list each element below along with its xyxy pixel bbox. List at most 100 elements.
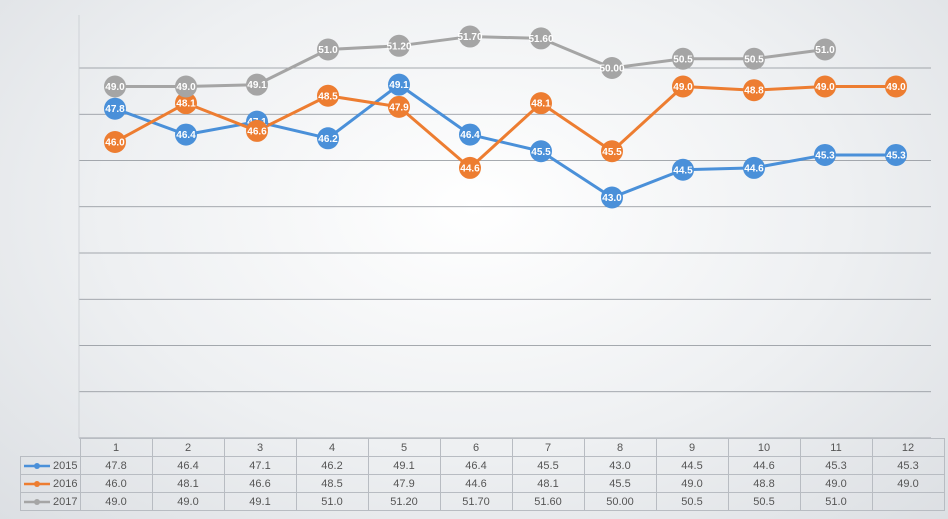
table-cell: 50.5 [655, 492, 729, 511]
data-label: 48.5 [318, 91, 338, 102]
data-label: 49.0 [886, 82, 906, 93]
table-cell: 49.0 [79, 492, 153, 511]
data-point [601, 140, 623, 163]
table-cell: 44.6 [727, 456, 801, 475]
data-point [814, 143, 836, 166]
data-label: 46.6 [247, 126, 267, 137]
data-label: 45.5 [602, 147, 622, 158]
data-label: 49.1 [247, 80, 267, 91]
x-tick-label: 1 [79, 438, 153, 457]
data-point [175, 75, 197, 98]
table-cell: 48.8 [727, 474, 801, 493]
table-cell: 48.5 [295, 474, 369, 493]
x-tick-label: 12 [871, 438, 945, 457]
table-row: 2017 49.0 49.0 49.1 51.0 51.20 51.70 51.60 50.00… [20, 492, 945, 511]
data-label: 46.2 [318, 134, 338, 145]
data-point [388, 73, 410, 96]
x-tick-label: 6 [439, 438, 513, 457]
table-cell: 47.8 [79, 456, 153, 475]
data-point [814, 38, 836, 61]
legend-label: 2015 [53, 459, 78, 472]
data-label: 47.8 [105, 104, 125, 115]
legend-key-marker [34, 480, 40, 487]
data-point [104, 75, 126, 98]
x-tick-label: 11 [799, 438, 873, 457]
data-label: 48.1 [531, 99, 551, 110]
table-cell: 46.4 [439, 456, 513, 475]
data-point [459, 123, 481, 146]
data-point [530, 92, 552, 115]
data-label: 44.6 [744, 163, 764, 174]
series-points-2016: 46.0 48.1 46.6 48.5 47.9 44.6 48.1 45.5 49.0 48.8… [104, 75, 907, 179]
series-points-2017: 49.0 49.0 49.1 51.0 51.20 51.70 51.60 50.00 50.5… [104, 25, 836, 98]
data-label: 51.60 [528, 34, 553, 45]
data-label: 48.8 [744, 86, 764, 97]
data-point [104, 97, 126, 120]
table-cell: 46.0 [79, 474, 153, 493]
data-point [885, 75, 907, 98]
data-label: 44.6 [460, 163, 480, 174]
data-point [246, 73, 268, 96]
data-point [317, 127, 339, 150]
table-cell: 45.3 [871, 456, 945, 475]
data-label: 46.4 [460, 130, 480, 141]
legend-key-marker [34, 462, 40, 469]
table-cell: 45.5 [511, 456, 585, 475]
data-point [672, 158, 694, 181]
table-cell: 48.1 [511, 474, 585, 493]
data-point [601, 186, 623, 209]
data-point [388, 95, 410, 118]
data-label: 46.4 [176, 130, 196, 141]
legend-key-icon [24, 462, 50, 469]
data-point [885, 143, 907, 166]
gridlines [78, 15, 931, 439]
table-cell: 47.9 [367, 474, 441, 493]
data-point [672, 75, 694, 98]
x-tick-label: 10 [727, 438, 801, 457]
data-label: 45.3 [886, 150, 906, 161]
table-cell: 51.0 [799, 492, 873, 511]
data-point [104, 131, 126, 153]
data-point [246, 119, 268, 142]
data-label: 50.00 [599, 64, 624, 75]
legend-entry-2015: 2015 [20, 456, 81, 475]
table-row: 2015 47.8 46.4 47.1 46.2 49.1 46.4 45.5 43.0 44.5… [20, 456, 945, 475]
table-cell: 51.20 [367, 492, 441, 511]
legend-key-icon [24, 480, 50, 487]
table-cell: 47.1 [223, 456, 297, 475]
series-line-2016 [114, 85, 896, 170]
table-cell: 46.4 [151, 456, 225, 475]
chart-data-table: 1 2 3 4 5 6 7 8 9 10 11 12 2015 47.8 46.4 47.1 46.2 49.1 4… [20, 438, 945, 511]
data-point [743, 47, 765, 70]
data-label: 47.9 [389, 102, 409, 113]
series-line-2015 [114, 83, 896, 199]
data-point [743, 79, 765, 102]
series-2016 [114, 85, 896, 170]
legend-key-icon [24, 498, 50, 505]
table-cell: 50.00 [583, 492, 657, 511]
table-cell: 49.0 [871, 474, 945, 493]
x-tick-label: 5 [367, 438, 441, 457]
data-label: 51.0 [318, 45, 338, 56]
table-cell: 45.5 [583, 474, 657, 493]
data-point [388, 34, 410, 57]
legend-entry-2016: 2016 [20, 474, 81, 493]
x-tick-label: 7 [511, 438, 585, 457]
x-tick-label: 4 [295, 438, 369, 457]
table-cell: 45.3 [799, 456, 873, 475]
x-tick-label: 2 [151, 438, 225, 457]
data-label: 45.3 [815, 150, 835, 161]
data-point [317, 84, 339, 107]
table-cell [871, 492, 945, 511]
table-cell: 51.0 [295, 492, 369, 511]
data-label: 51.0 [815, 45, 835, 56]
x-tick-label: 9 [655, 438, 729, 457]
series-2015 [114, 83, 896, 199]
data-label: 49.1 [389, 80, 409, 91]
table-cell: 44.5 [655, 456, 729, 475]
data-label: 51.20 [386, 41, 411, 52]
data-label: 43.0 [602, 193, 622, 204]
x-tick-label: 8 [583, 438, 657, 457]
data-label: 46.0 [105, 138, 125, 149]
data-point [530, 140, 552, 163]
